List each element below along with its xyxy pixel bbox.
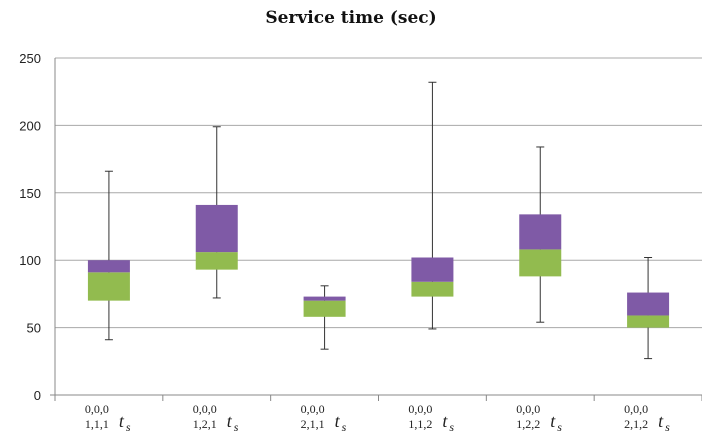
x-tick-label-bottom: 1,1,1 xyxy=(85,417,109,431)
x-tick-label-top: 0,0,0 xyxy=(301,402,325,416)
x-tick-label-symbol: t xyxy=(119,411,125,431)
x-tick-label-subscript: s xyxy=(342,420,347,434)
box-lower xyxy=(519,249,562,277)
x-tick-label-symbol: t xyxy=(335,411,341,431)
box-lower xyxy=(195,252,238,270)
x-tick-label-top: 0,0,0 xyxy=(85,402,109,416)
box-lower xyxy=(303,300,346,317)
x-tick-label-top: 0,0,0 xyxy=(624,402,648,416)
x-tick-label-subscript: s xyxy=(234,420,239,434)
box-upper xyxy=(87,260,130,273)
box-upper xyxy=(627,292,670,316)
x-tick-label-bottom: 2,1,1 xyxy=(301,417,325,431)
x-tick-label-symbol: t xyxy=(550,411,556,431)
x-tick-label-subscript: s xyxy=(449,420,454,434)
x-tick-label-bottom: 1,2,2 xyxy=(516,417,540,431)
x-tick-label-bottom: 1,2,1 xyxy=(193,417,217,431)
x-tick-label-symbol: t xyxy=(442,411,448,431)
box-upper xyxy=(195,204,238,253)
y-tick-label: 250 xyxy=(19,51,41,66)
y-tick-label: 200 xyxy=(19,118,41,133)
box-lower xyxy=(87,272,130,301)
x-tick-label-top: 0,0,0 xyxy=(408,402,432,416)
x-tick-label-subscript: s xyxy=(557,420,562,434)
x-tick-label-bottom: 1,1,2 xyxy=(408,417,432,431)
box-upper xyxy=(411,257,454,282)
y-tick-label: 50 xyxy=(27,321,41,336)
y-tick-label: 100 xyxy=(19,253,41,268)
box-lower xyxy=(411,281,454,297)
x-tick-label-top: 0,0,0 xyxy=(193,402,217,416)
chart-title: Service time (sec) xyxy=(265,8,437,28)
y-tick-label: 0 xyxy=(34,388,41,403)
x-tick-label-top: 0,0,0 xyxy=(516,402,540,416)
x-tick-label-subscript: s xyxy=(126,420,131,434)
x-tick-label-symbol: t xyxy=(227,411,233,431)
box-upper xyxy=(519,214,562,250)
x-tick-label-bottom: 2,1,2 xyxy=(624,417,648,431)
x-tick-label-symbol: t xyxy=(658,411,664,431)
y-tick-label: 150 xyxy=(19,186,41,201)
x-tick-label-subscript: s xyxy=(665,420,670,434)
box-upper xyxy=(303,296,346,301)
box-lower xyxy=(627,315,670,328)
